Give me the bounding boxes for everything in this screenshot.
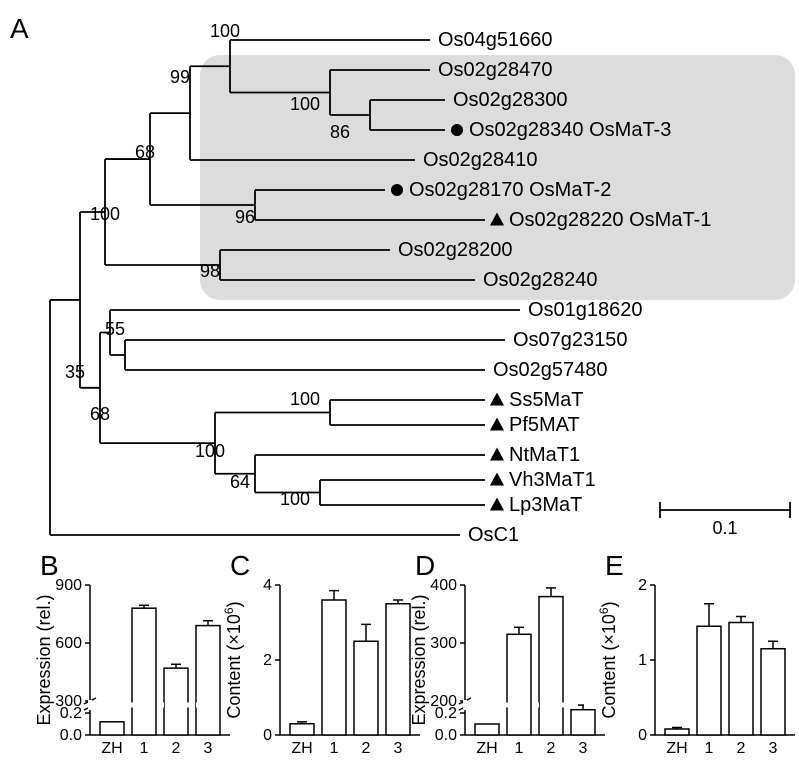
taxon-label: Os02g28340 OsMaT-3: [469, 119, 671, 141]
bootstrap-value: 35: [65, 362, 85, 382]
y-tick: 0.0: [60, 727, 82, 744]
bar: [354, 641, 378, 735]
x-tick: 2: [172, 740, 181, 757]
y-tick: 4: [263, 577, 272, 594]
bar: [665, 729, 689, 735]
marker-circle: [451, 124, 463, 136]
x-tick: 2: [362, 740, 371, 757]
taxon-label: Os01g18620: [528, 299, 643, 321]
x-tick: 1: [515, 740, 524, 757]
taxon-label: Os02g28410: [423, 149, 538, 171]
bar: [164, 668, 188, 735]
taxon-label: Os02g28300: [453, 89, 568, 111]
y-tick: 600: [55, 635, 82, 652]
y-tick: 300: [430, 635, 457, 652]
y-tick: 0: [263, 727, 272, 744]
marker-triangle: [490, 393, 504, 406]
x-tick: 3: [769, 740, 778, 757]
marker-triangle: [490, 418, 504, 431]
bar: [697, 626, 721, 735]
chart-C: C Content (×106) 4 2 0 ZH 1 2 3: [222, 550, 420, 757]
bootstrap-value: 99: [170, 67, 190, 87]
panel-a-label: A: [10, 13, 29, 44]
taxon-label: Os02g28470: [438, 59, 553, 81]
bar: [539, 597, 563, 735]
y-tick: 900: [55, 577, 82, 594]
taxon-label: Os02g28220 OsMaT-1: [509, 209, 711, 231]
x-tick: 1: [330, 740, 339, 757]
y-tick: 2: [263, 652, 272, 669]
x-tick: 1: [705, 740, 714, 757]
x-tick: ZH: [101, 740, 122, 757]
y-tick: 2: [638, 577, 647, 594]
y-tick: 400: [430, 577, 457, 594]
x-tick: 2: [737, 740, 746, 757]
bootstrap-value: 98: [200, 261, 220, 281]
bootstrap-value: 100: [210, 21, 240, 41]
bootstrap-value: 68: [135, 142, 155, 162]
panel-e-label: E: [605, 550, 624, 581]
bar: [322, 600, 346, 735]
bar: [100, 722, 124, 735]
taxon-label: Os07g23150: [513, 329, 628, 351]
x-tick: ZH: [291, 740, 312, 757]
x-tick: 3: [579, 740, 588, 757]
chart-D: DExpression (rel.)4003002000.20.0ZH123: [409, 550, 605, 757]
x-tick: ZH: [666, 740, 687, 757]
bootstrap-value: 68: [90, 404, 110, 424]
bar: [729, 623, 753, 736]
chart-E: E Content (×106) 2 1 0 ZH 1 2 3: [597, 550, 795, 757]
taxon-label: Lp3MaT: [509, 494, 582, 516]
bar: [571, 710, 595, 735]
bar: [132, 608, 156, 735]
bar: [386, 604, 410, 735]
marker-triangle: [490, 448, 504, 461]
x-tick: 2: [547, 740, 556, 757]
y-axis-label: Expression (rel.): [34, 594, 54, 725]
taxon-label: Os02g28200: [398, 239, 513, 261]
taxon-label: Os02g57480: [493, 359, 608, 381]
x-tick: ZH: [476, 740, 497, 757]
bar: [196, 626, 220, 735]
chart-B: BExpression (rel.)9006003000.20.0ZH123: [34, 550, 230, 757]
bootstrap-value: 55: [105, 319, 125, 339]
panel-c-label: C: [230, 550, 250, 581]
y-tick: 1: [638, 652, 647, 669]
bar: [761, 649, 785, 735]
bootstrap-value: 100: [90, 204, 120, 224]
bar: [507, 634, 531, 735]
marker-triangle: [490, 498, 504, 511]
y-axis-label: Content (×106): [597, 601, 619, 718]
taxon-label: Os02g28240: [483, 269, 598, 291]
y-tick: 0: [638, 727, 647, 744]
bootstrap-value: 100: [290, 389, 320, 409]
bootstrap-value: 86: [330, 122, 350, 142]
bar: [290, 724, 314, 735]
scale-label: 0.1: [712, 518, 737, 538]
taxon-label: Os02g28170 OsMaT-2: [409, 179, 611, 201]
bootstrap-value: 64: [230, 472, 250, 492]
x-tick: 3: [204, 740, 213, 757]
bootstrap-value: 100: [195, 441, 225, 461]
bar: [475, 724, 499, 735]
taxon-label: OsC1: [468, 524, 519, 546]
y-tick: 0.2: [60, 705, 82, 722]
y-axis-label: Expression (rel.): [409, 594, 429, 725]
taxon-label: Ss5MaT: [509, 389, 583, 411]
x-tick: 1: [140, 740, 149, 757]
marker-triangle: [490, 473, 504, 486]
bootstrap-value: 100: [290, 94, 320, 114]
marker-circle: [391, 184, 403, 196]
taxon-label: NtMaT1: [509, 444, 580, 466]
taxon-label: Vh3MaT1: [509, 469, 596, 491]
bootstrap-value: 96: [235, 207, 255, 227]
taxon-label: Pf5MAT: [509, 414, 580, 436]
bootstrap-value: 100: [280, 489, 310, 509]
y-tick: 0.0: [435, 727, 457, 744]
y-tick: 0.2: [435, 705, 457, 722]
taxon-label: Os04g51660: [438, 29, 553, 51]
y-axis-label: Content (×106): [222, 601, 244, 718]
x-tick: 3: [394, 740, 403, 757]
